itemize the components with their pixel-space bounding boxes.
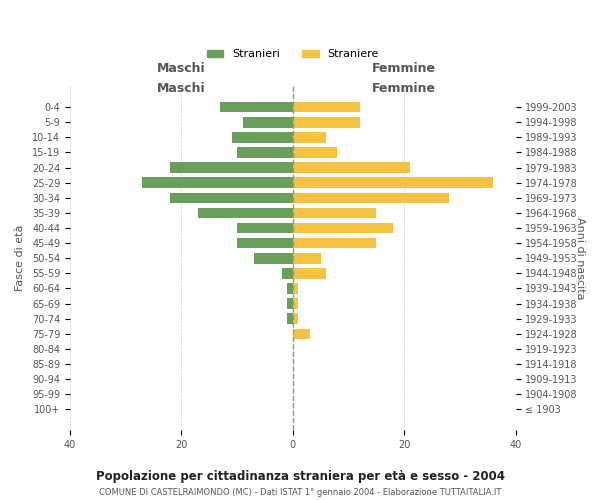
Bar — [293, 298, 298, 309]
Bar — [293, 283, 298, 294]
Text: Femmine: Femmine — [372, 82, 436, 95]
Text: Femmine: Femmine — [372, 62, 436, 76]
Y-axis label: Fasce di età: Fasce di età — [15, 225, 25, 292]
Legend: Stranieri, Straniere: Stranieri, Straniere — [202, 45, 383, 64]
Bar — [293, 208, 376, 218]
Bar — [237, 222, 293, 234]
Y-axis label: Anni di nascita: Anni di nascita — [575, 217, 585, 300]
Bar — [237, 147, 293, 158]
Bar — [281, 268, 293, 278]
Text: Popolazione per cittadinanza straniera per età e sesso - 2004: Popolazione per cittadinanza straniera p… — [95, 470, 505, 483]
Bar — [293, 102, 359, 113]
Text: Maschi: Maschi — [157, 82, 206, 95]
Bar — [293, 178, 493, 188]
Bar — [232, 132, 293, 142]
Bar — [254, 253, 293, 264]
Bar — [142, 178, 293, 188]
Bar — [293, 314, 298, 324]
Bar — [293, 238, 376, 248]
Bar — [293, 328, 310, 339]
Bar — [237, 238, 293, 248]
Bar — [293, 147, 337, 158]
Bar — [293, 132, 326, 142]
Text: COMUNE DI CASTELRAIMONDO (MC) - Dati ISTAT 1° gennaio 2004 - Elaborazione TUTTAI: COMUNE DI CASTELRAIMONDO (MC) - Dati IST… — [99, 488, 501, 497]
Bar — [293, 192, 449, 203]
Bar — [293, 253, 320, 264]
Bar — [220, 102, 293, 113]
Text: Maschi: Maschi — [157, 62, 206, 76]
Bar — [293, 222, 393, 234]
Bar — [198, 208, 293, 218]
Bar — [170, 162, 293, 173]
Bar — [242, 117, 293, 128]
Bar — [293, 268, 326, 278]
Bar — [293, 162, 410, 173]
Bar — [287, 283, 293, 294]
Bar — [287, 314, 293, 324]
Bar — [287, 298, 293, 309]
Bar — [293, 117, 359, 128]
Bar — [170, 192, 293, 203]
